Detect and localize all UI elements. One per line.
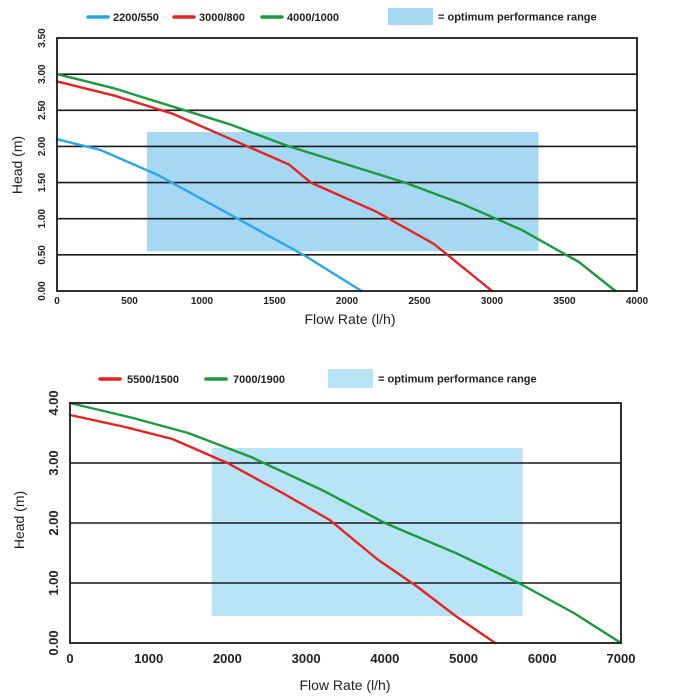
- y-tick-label: 3.00: [46, 450, 61, 475]
- x-tick-label: 3000: [481, 296, 504, 307]
- x-tick-label: 6000: [528, 651, 557, 666]
- x-tick-label: 4000: [370, 651, 399, 666]
- chart-2: 0 1000 2000 3000 4000 5000 6000 7000 0.00 1.00 2.0…: [11, 369, 635, 693]
- optimum-range-area: [146, 131, 539, 252]
- y-tick-label: 3.50: [37, 28, 48, 48]
- plot-frame: [69, 402, 622, 644]
- x-tick-label: 2500: [408, 296, 431, 307]
- series-line-2200/550: [55, 138, 363, 293]
- x-tick-label: 0: [54, 296, 60, 307]
- x-tick-label: 1500: [263, 296, 286, 307]
- series-line-7000/1900: [68, 401, 623, 645]
- x-tick-label: 3500: [553, 296, 576, 307]
- y-axis-label: Head (m): [9, 136, 25, 194]
- series-line-5500/1500: [68, 413, 497, 645]
- x-tick-label: 3000: [292, 651, 321, 666]
- x-tick-label: 7000: [607, 651, 636, 666]
- x-tick-label: 0: [66, 651, 73, 666]
- y-tick-label: 2.00: [37, 136, 48, 156]
- chart-1: 0 500 1000 1500 2000 2500 3000 3500 4000 0.00 0.50…: [9, 8, 649, 327]
- x-tick-label: 1000: [191, 296, 214, 307]
- legend-swatch-optimum-range: [388, 8, 433, 25]
- y-tick-label: 2.00: [46, 510, 61, 535]
- y-tick-label: 1.50: [37, 172, 48, 192]
- x-axis-label: Flow Rate (l/h): [304, 311, 395, 327]
- series-line-3000/800: [55, 80, 494, 293]
- y-tick-label: 1.00: [46, 570, 61, 595]
- y-tick-label: 0.00: [46, 630, 61, 655]
- legend-swatch-optimum-range: [328, 369, 373, 388]
- legend-label-7000/1900: 7000/1900: [233, 374, 285, 386]
- y-tick-label: 2.50: [37, 100, 48, 120]
- legend-label-2200/550: 2200/550: [113, 12, 159, 24]
- x-tick-label: 4000: [626, 296, 649, 307]
- series-line-4000/1000: [55, 72, 617, 293]
- legend-label-3000/800: 3000/800: [199, 12, 245, 24]
- y-tick-label: 3.00: [37, 64, 48, 84]
- y-tick-label: 0.50: [37, 245, 48, 265]
- optimum-range-area: [211, 448, 523, 616]
- legend-label-4000/1000: 4000/1000: [287, 12, 339, 24]
- y-axis-label: Head (m): [11, 491, 27, 549]
- legend-label-optimum-range: = optimum performance range: [438, 12, 597, 24]
- y-tick-label: 1.00: [37, 209, 48, 229]
- x-tick-label: 2000: [336, 296, 359, 307]
- plot-frame: [56, 37, 638, 292]
- legend-label-optimum-range: = optimum performance range: [378, 374, 537, 386]
- y-tick-label: 4.00: [46, 390, 61, 415]
- legend-label-5500/1500: 5500/1500: [127, 374, 179, 386]
- x-tick-label: 5000: [449, 651, 478, 666]
- x-tick-label: 2000: [213, 651, 242, 666]
- x-axis-label: Flow Rate (l/h): [299, 677, 390, 693]
- y-tick-label: 0.00: [37, 281, 48, 301]
- x-tick-label: 500: [121, 296, 138, 307]
- x-tick-label: 1000: [134, 651, 163, 666]
